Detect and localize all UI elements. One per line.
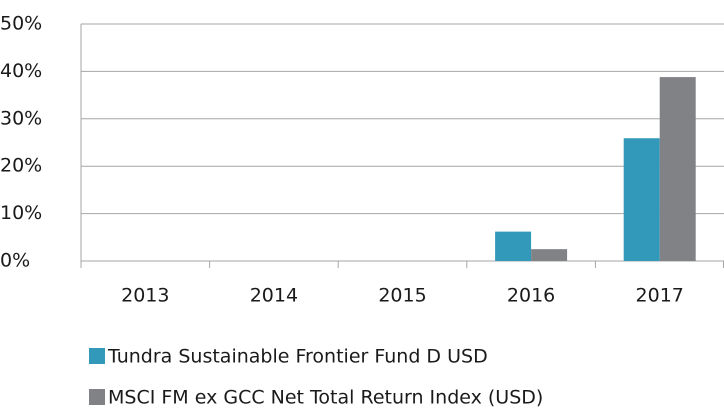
y-tick-label: 30% [0,107,42,129]
x-tick-label: 2014 [250,285,298,307]
y-tick-label: 10% [0,202,42,224]
bar [531,249,568,261]
legend-swatch [89,389,105,405]
y-tick-label: 50% [0,13,42,35]
x-tick-label: 2016 [507,285,555,307]
bar [495,231,532,261]
x-tick-label: 2015 [378,285,426,307]
legend-label: Tundra Sustainable Frontier Fund D USD [107,346,488,368]
legend-swatch [89,348,105,364]
y-tick-label: 0% [0,250,30,272]
x-tick-label: 2017 [636,285,684,307]
legend-label: MSCI FM ex GCC Net Total Return Index (U… [108,387,543,409]
bar [623,138,660,261]
x-tick-label: 2013 [121,285,169,307]
y-tick-label: 40% [0,60,42,82]
y-tick-label: 20% [0,155,42,177]
bar [659,77,696,261]
